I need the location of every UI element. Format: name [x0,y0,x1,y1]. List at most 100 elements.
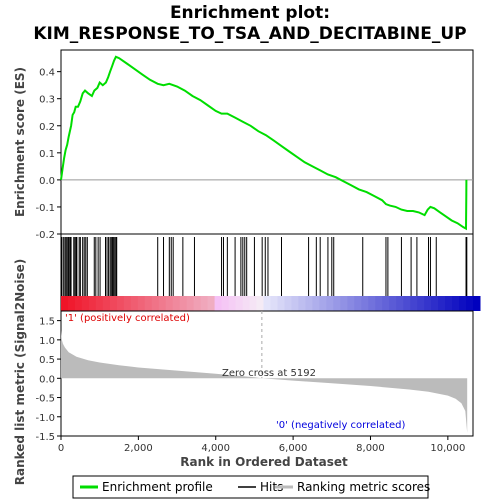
positive-correlation-label: '1' (positively correlated) [65,313,190,324]
metric-y-tick-label: -0.5 [35,394,55,405]
ranking-metric-area [61,330,468,433]
colorbar-block [249,296,257,311]
colorbar-block [452,296,460,311]
colorbar-block [382,296,390,311]
colorbar-block [396,296,404,311]
colorbar-block [298,296,306,311]
colorbar-block [193,296,202,311]
colorbar-block [263,296,271,311]
colorbar-block [347,296,355,311]
colorbar-block [431,296,439,311]
colorbar-block [403,296,411,311]
colorbar-block [354,296,362,311]
colorbar-block [221,296,230,311]
colorbar-block [333,296,341,311]
x-axis-label: Rank in Ordered Dataset [180,455,348,469]
rank-colorbar [61,296,481,311]
colorbar-block [151,296,160,311]
colorbar-block [410,296,418,311]
colorbar-block [312,296,320,311]
colorbar-block [102,296,111,311]
metric-y-axis-label: Ranked list metric (Signal2Noise) [13,259,27,486]
x-tick-label: 10,000 [430,443,465,454]
x-tick-label: 8,000 [356,443,385,454]
colorbar-block [438,296,446,311]
colorbar-block [270,296,278,311]
chart-title-line2: KIM_RESPONSE_TO_TSA_AND_DECITABINE_UP [33,24,466,44]
colorbar-block [375,296,383,311]
es-panel-frame [60,49,474,235]
colorbar-block [242,296,251,311]
x-tick-label: 6,000 [279,443,308,454]
colorbar-block [368,296,376,311]
colorbar-block [473,296,481,311]
colorbar-block [200,296,209,311]
colorbar-block [284,296,292,311]
x-tick-label: 4,000 [201,443,230,454]
colorbar-block [144,296,153,311]
colorbar-block [256,296,264,311]
colorbar-block [123,296,132,311]
metric-y-tick-label: 0.5 [39,355,55,366]
es-y-tick-label: 0.0 [39,176,55,187]
colorbar-block [235,296,244,311]
colorbar-block [207,296,216,311]
colorbar-block [291,296,299,311]
colorbar-block [186,296,195,311]
colorbar-block [340,296,348,311]
colorbar-block [179,296,188,311]
colorbar-block [109,296,118,311]
colorbar-block [130,296,139,311]
legend-metric-label: Ranking metric scores [297,480,430,494]
colorbar-block [277,296,285,311]
metric-y-tick-label: 0.0 [39,374,55,385]
colorbar-block [466,296,474,311]
colorbar-block [61,296,69,311]
es-y-tick-label: -0.2 [35,230,55,241]
es-y-tick-label: -0.1 [35,203,55,214]
colorbar-block [116,296,125,311]
metric-y-tick-label: -1.5 [35,432,55,443]
colorbar-block [459,296,467,311]
x-tick-label: 0 [58,443,64,454]
negative-correlation-label: '0' (negatively correlated) [276,420,405,431]
x-tick-label: 2,000 [124,443,153,454]
colorbar-block [305,296,313,311]
colorbar-block [424,296,432,311]
colorbar-block [95,296,104,311]
es-y-axis-label: Enrichment score (ES) [13,67,27,217]
es-y-tick-label: 0.3 [39,95,55,106]
colorbar-block [214,296,223,311]
zero-cross-label: Zero cross at 5192 [222,368,316,379]
legend: Enrichment profile Hits Ranking metric s… [72,475,430,499]
colorbar-block [88,296,97,311]
metric-y-tick-label: 1.5 [39,317,55,328]
colorbar-block [326,296,334,311]
colorbar-block [158,296,167,311]
colorbar-block [445,296,453,311]
metric-y-tick-label: 1.0 [39,336,55,347]
colorbar-block [68,296,76,311]
colorbar-block [228,296,237,311]
colorbar-block [75,296,83,311]
es-y-tick-label: 0.2 [39,122,55,133]
colorbar-block [172,296,181,311]
colorbar-block [319,296,327,311]
colorbar-block [417,296,425,311]
legend-enrichment-label: Enrichment profile [102,480,213,494]
metric-y-ticks: -1.5 -1.0 -0.5 0.0 0.5 1.0 1.5 [35,317,61,443]
es-y-tick-label: 0.1 [39,149,55,160]
chart-title-line1: Enrichment plot: [170,3,330,23]
hit-marks [61,237,468,296]
colorbar-block [389,296,397,311]
colorbar-block [137,296,146,311]
x-axis-ticks: 0 2,000 4,000 6,000 8,000 10,000 [58,436,465,454]
es-y-ticks: -0.2 -0.1 0.0 0.1 0.2 0.3 0.4 [35,68,61,241]
es-y-tick-label: 0.4 [39,68,55,79]
colorbar-block [81,296,90,311]
colorbar-block [361,296,369,311]
enrichment-profile-line [60,55,468,231]
legend-hits-label: Hits [260,480,283,494]
colorbar-block [165,296,174,311]
